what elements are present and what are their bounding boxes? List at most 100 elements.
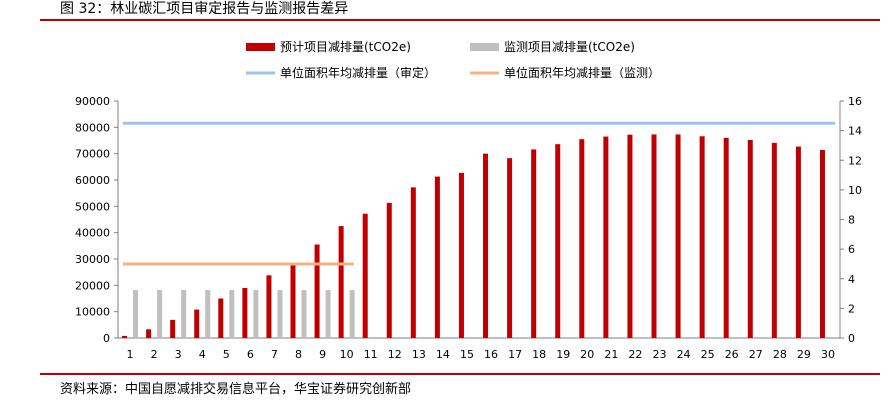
x-axis-tick-label: 30: [821, 348, 835, 361]
x-axis-tick-label: 13: [412, 348, 426, 361]
legend-label: 单位面积年均减排量（监测）: [504, 65, 660, 80]
left-axis-tick-label: 20000: [75, 279, 110, 292]
bar-series-1: [651, 134, 657, 338]
x-axis-tick-label: 16: [484, 348, 498, 361]
legend-label: 单位面积年均减排量（审定）: [280, 65, 436, 80]
bar-series-1: [579, 139, 585, 338]
chart-axes: 0 10000 20000 30000 40000 50000 60000 70000 8000…: [75, 95, 862, 361]
bar-series-1: [170, 319, 176, 338]
bar-series-1: [699, 136, 705, 338]
bar-series-1: [603, 136, 609, 338]
bar-series-2: [349, 290, 355, 338]
bar-series-1: [507, 158, 513, 338]
bar-series-1: [531, 149, 537, 338]
bar-series-1: [122, 335, 128, 338]
bar-series-1: [555, 144, 561, 338]
bar-series-1: [146, 329, 152, 338]
left-axis-tick-label: 40000: [75, 227, 110, 240]
bar-series-2: [181, 290, 187, 338]
x-axis-tick-label: 24: [677, 348, 691, 361]
bar-series-2: [133, 290, 139, 338]
bar-series-1: [675, 134, 681, 338]
left-axis-tick-label: 50000: [75, 200, 110, 213]
left-axis-tick-label: 30000: [75, 253, 110, 266]
bar-series-2: [277, 290, 283, 338]
x-axis-tick-label: 2: [151, 348, 158, 361]
x-axis-tick-label: 9: [319, 348, 326, 361]
right-axis-tick-label: 2: [848, 302, 855, 315]
bar-series-1: [771, 142, 777, 338]
x-axis-tick-label: 18: [532, 348, 546, 361]
bar-series-1: [747, 139, 753, 338]
x-axis-tick-label: 19: [556, 348, 570, 361]
x-axis-tick-label: 23: [653, 348, 667, 361]
x-axis-tick-label: 14: [436, 348, 450, 361]
bar-series-1: [434, 176, 440, 338]
right-axis-tick-label: 6: [848, 243, 855, 256]
x-axis-tick-label: 7: [271, 348, 278, 361]
figure-title: 图 32：林业碳汇项目审定报告与监测报告差异: [60, 1, 349, 17]
bar-series-1: [338, 226, 344, 338]
bar-series-1: [819, 149, 825, 338]
x-axis-tick-label: 20: [580, 348, 594, 361]
left-axis-tick-label: 70000: [75, 148, 110, 161]
right-axis-tick-label: 14: [848, 125, 862, 138]
bar-series-2: [301, 290, 307, 338]
x-axis-tick-label: 17: [508, 348, 522, 361]
legend-swatch-bar: [470, 43, 499, 51]
x-axis-tick-label: 11: [364, 348, 378, 361]
legend-swatch-bar: [246, 43, 275, 51]
left-axis-tick-label: 80000: [75, 121, 110, 134]
bar-series-1: [290, 262, 296, 338]
x-axis-tick-label: 22: [628, 348, 642, 361]
x-axis-tick-label: 12: [388, 348, 402, 361]
source-note: 资料来源：中国自愿减排交易信息平台，华宝证券研究创新部: [60, 382, 412, 397]
left-axis-tick-label: 90000: [75, 95, 110, 108]
x-axis-tick-label: 3: [175, 348, 182, 361]
bar-series-2: [205, 290, 211, 338]
bar-series-1: [410, 187, 416, 338]
title-rule: [40, 19, 880, 21]
bar-series-1: [723, 137, 729, 338]
right-axis-tick-label: 10: [848, 184, 862, 197]
right-axis-tick-label: 8: [848, 214, 855, 227]
bar-series-1: [627, 134, 633, 338]
bar-series-1: [242, 287, 248, 338]
x-axis-tick-label: 4: [199, 348, 206, 361]
right-axis-tick-label: 0: [848, 332, 855, 345]
bar-series-1: [483, 153, 489, 338]
source-rule: [40, 373, 880, 375]
bar-series-1: [458, 172, 464, 338]
right-axis-tick-label: 16: [848, 95, 862, 108]
x-axis-tick-label: 8: [295, 348, 302, 361]
bar-series-1: [266, 275, 272, 338]
x-axis-tick-label: 26: [725, 348, 739, 361]
x-axis-tick-label: 10: [340, 348, 354, 361]
legend-label: 监测项目减排量(tCO2e): [504, 40, 635, 54]
legend: 预计项目减排量(tCO2e) 监测项目减排量(tCO2e) 单位面积年均减排量（审定…: [246, 40, 660, 80]
x-axis-tick-label: 5: [223, 348, 230, 361]
right-axis-tick-label: 4: [848, 273, 855, 286]
x-axis-tick-label: 27: [749, 348, 763, 361]
chart-series: [122, 121, 836, 338]
left-axis-tick-label: 10000: [75, 306, 110, 319]
bar-series-1: [218, 298, 224, 338]
x-axis-tick-label: 29: [797, 348, 811, 361]
bar-series-2: [253, 290, 259, 338]
bar-series-1: [314, 244, 320, 338]
bar-series-1: [194, 309, 200, 338]
bar-series-2: [157, 290, 163, 338]
x-axis-tick-label: 15: [460, 348, 474, 361]
bar-series-1: [362, 213, 368, 338]
x-axis-tick-label: 25: [701, 348, 715, 361]
right-axis-tick-label: 12: [848, 154, 862, 167]
left-axis-tick-label: 0: [103, 332, 110, 345]
x-axis-tick-label: 21: [604, 348, 618, 361]
x-axis-tick-label: 28: [773, 348, 787, 361]
left-axis-tick-label: 60000: [75, 174, 110, 187]
bar-series-2: [325, 290, 331, 338]
bar-series-1: [386, 202, 392, 338]
x-axis-tick-label: 1: [127, 348, 134, 361]
bar-series-1: [795, 146, 801, 338]
